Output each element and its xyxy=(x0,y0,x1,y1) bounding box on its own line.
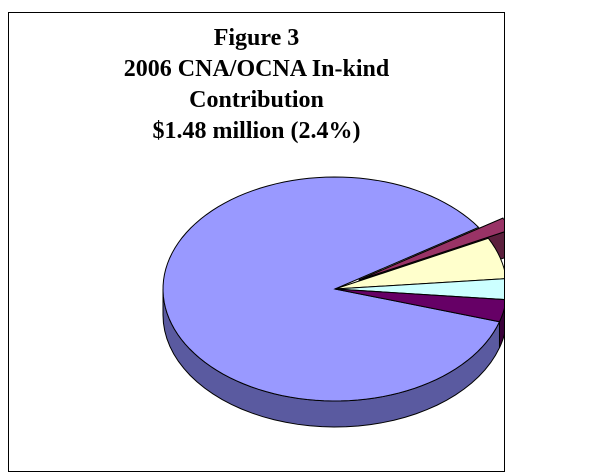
pie-slice-4 xyxy=(334,278,504,301)
title-line-1: Figure 3 xyxy=(213,25,300,51)
pie-slice-2 xyxy=(359,217,504,281)
pie-slice-5 xyxy=(334,288,504,323)
title-line-4: $1.48 million (2.4%) xyxy=(152,118,361,144)
pie-slice-3 xyxy=(334,237,504,290)
chart-title: Figure 3 2006 CNA/OCNA In-kind Contribut… xyxy=(9,23,504,147)
pie-tops xyxy=(162,176,504,402)
title-line-3: Contribution xyxy=(189,87,324,113)
title-line-2: 2006 CNA/OCNA In-kind xyxy=(123,56,390,82)
chart-frame: Figure 3 2006 CNA/OCNA In-kind Contribut… xyxy=(8,12,505,472)
pie-chart xyxy=(162,176,504,428)
pie-slice-1 xyxy=(162,176,501,402)
